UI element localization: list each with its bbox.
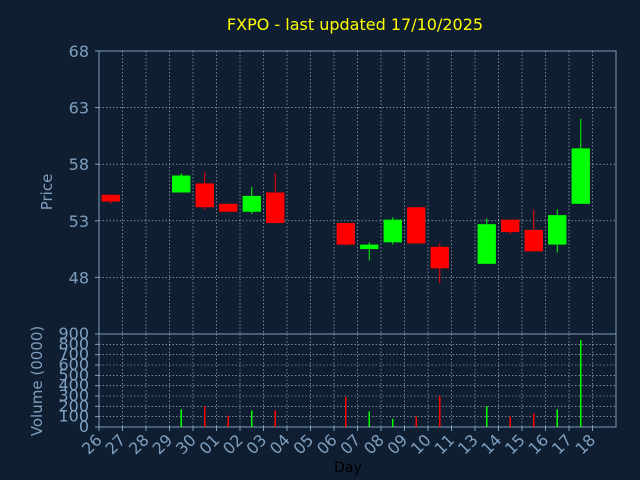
candle-body [242, 195, 261, 212]
candle-body [195, 183, 214, 208]
volume-y-tick-label: 500 [58, 365, 89, 384]
volume-bar [509, 416, 511, 427]
candle-body [336, 223, 355, 245]
x-ticks: 2627282930010203040506070809101113141516… [78, 427, 599, 458]
volume-bar [180, 409, 182, 427]
volume-bar [392, 418, 394, 427]
volume-bar [580, 340, 582, 427]
candle-body [501, 219, 520, 233]
volume-bar [345, 397, 347, 427]
volume-bar [227, 415, 229, 427]
x-axis-label: Day [334, 460, 362, 476]
candle-body [571, 148, 590, 204]
volume-bar [368, 411, 370, 427]
price-y-ticks: 48 53 58 63 68 [69, 42, 99, 287]
chart-title: FXPO - last updated 17/10/2025 [227, 15, 483, 34]
volume-y-tick-label: 300 [58, 386, 89, 405]
candle-body [172, 175, 191, 193]
volume-bar [415, 416, 417, 427]
candle-body [477, 224, 496, 264]
volume-bar [204, 406, 206, 427]
candle-body [430, 246, 449, 269]
candle-body [383, 219, 402, 243]
volume-y-tick-label: 200 [58, 396, 89, 415]
volume-y-tick-label: 600 [58, 355, 89, 374]
x-tick-label: 18 [571, 430, 599, 458]
volume-bar [439, 396, 441, 427]
price-y-tick-label: 58 [69, 155, 89, 174]
volume-bar [556, 409, 558, 427]
volume-axis-label: Volume (0000) [28, 326, 46, 436]
volume-bar [486, 406, 488, 427]
candle-body [524, 229, 543, 252]
price-y-tick-label: 63 [69, 99, 89, 118]
price-grid [99, 51, 616, 334]
volume-y-tick-label: 800 [58, 334, 89, 353]
price-axis-label: Price [38, 174, 56, 211]
volume-bar [274, 410, 276, 427]
volume-y-tick-label: 0 [79, 417, 89, 436]
volume-y-tick-label: 400 [58, 376, 89, 395]
price-y-tick-label: 53 [69, 212, 89, 231]
candle-body [101, 194, 120, 202]
candle-body [360, 244, 379, 250]
price-panel: 48 53 58 63 68 Price [38, 42, 617, 335]
volume-bar [251, 410, 253, 427]
candle-body [407, 207, 426, 244]
volume-y-tick-label: 100 [58, 407, 89, 426]
volume-grid [99, 334, 616, 427]
price-y-tick-label: 68 [69, 42, 89, 61]
price-y-tick-label: 48 [69, 268, 89, 287]
candle-body [219, 203, 238, 212]
volume-y-tick-label: 700 [58, 345, 89, 364]
candle-body [266, 192, 285, 224]
volume-bar [533, 413, 535, 427]
candles [101, 118, 590, 284]
volume-bars [180, 340, 582, 427]
candle-body [548, 215, 567, 245]
volume-y-tick-label: 900 [58, 324, 89, 343]
